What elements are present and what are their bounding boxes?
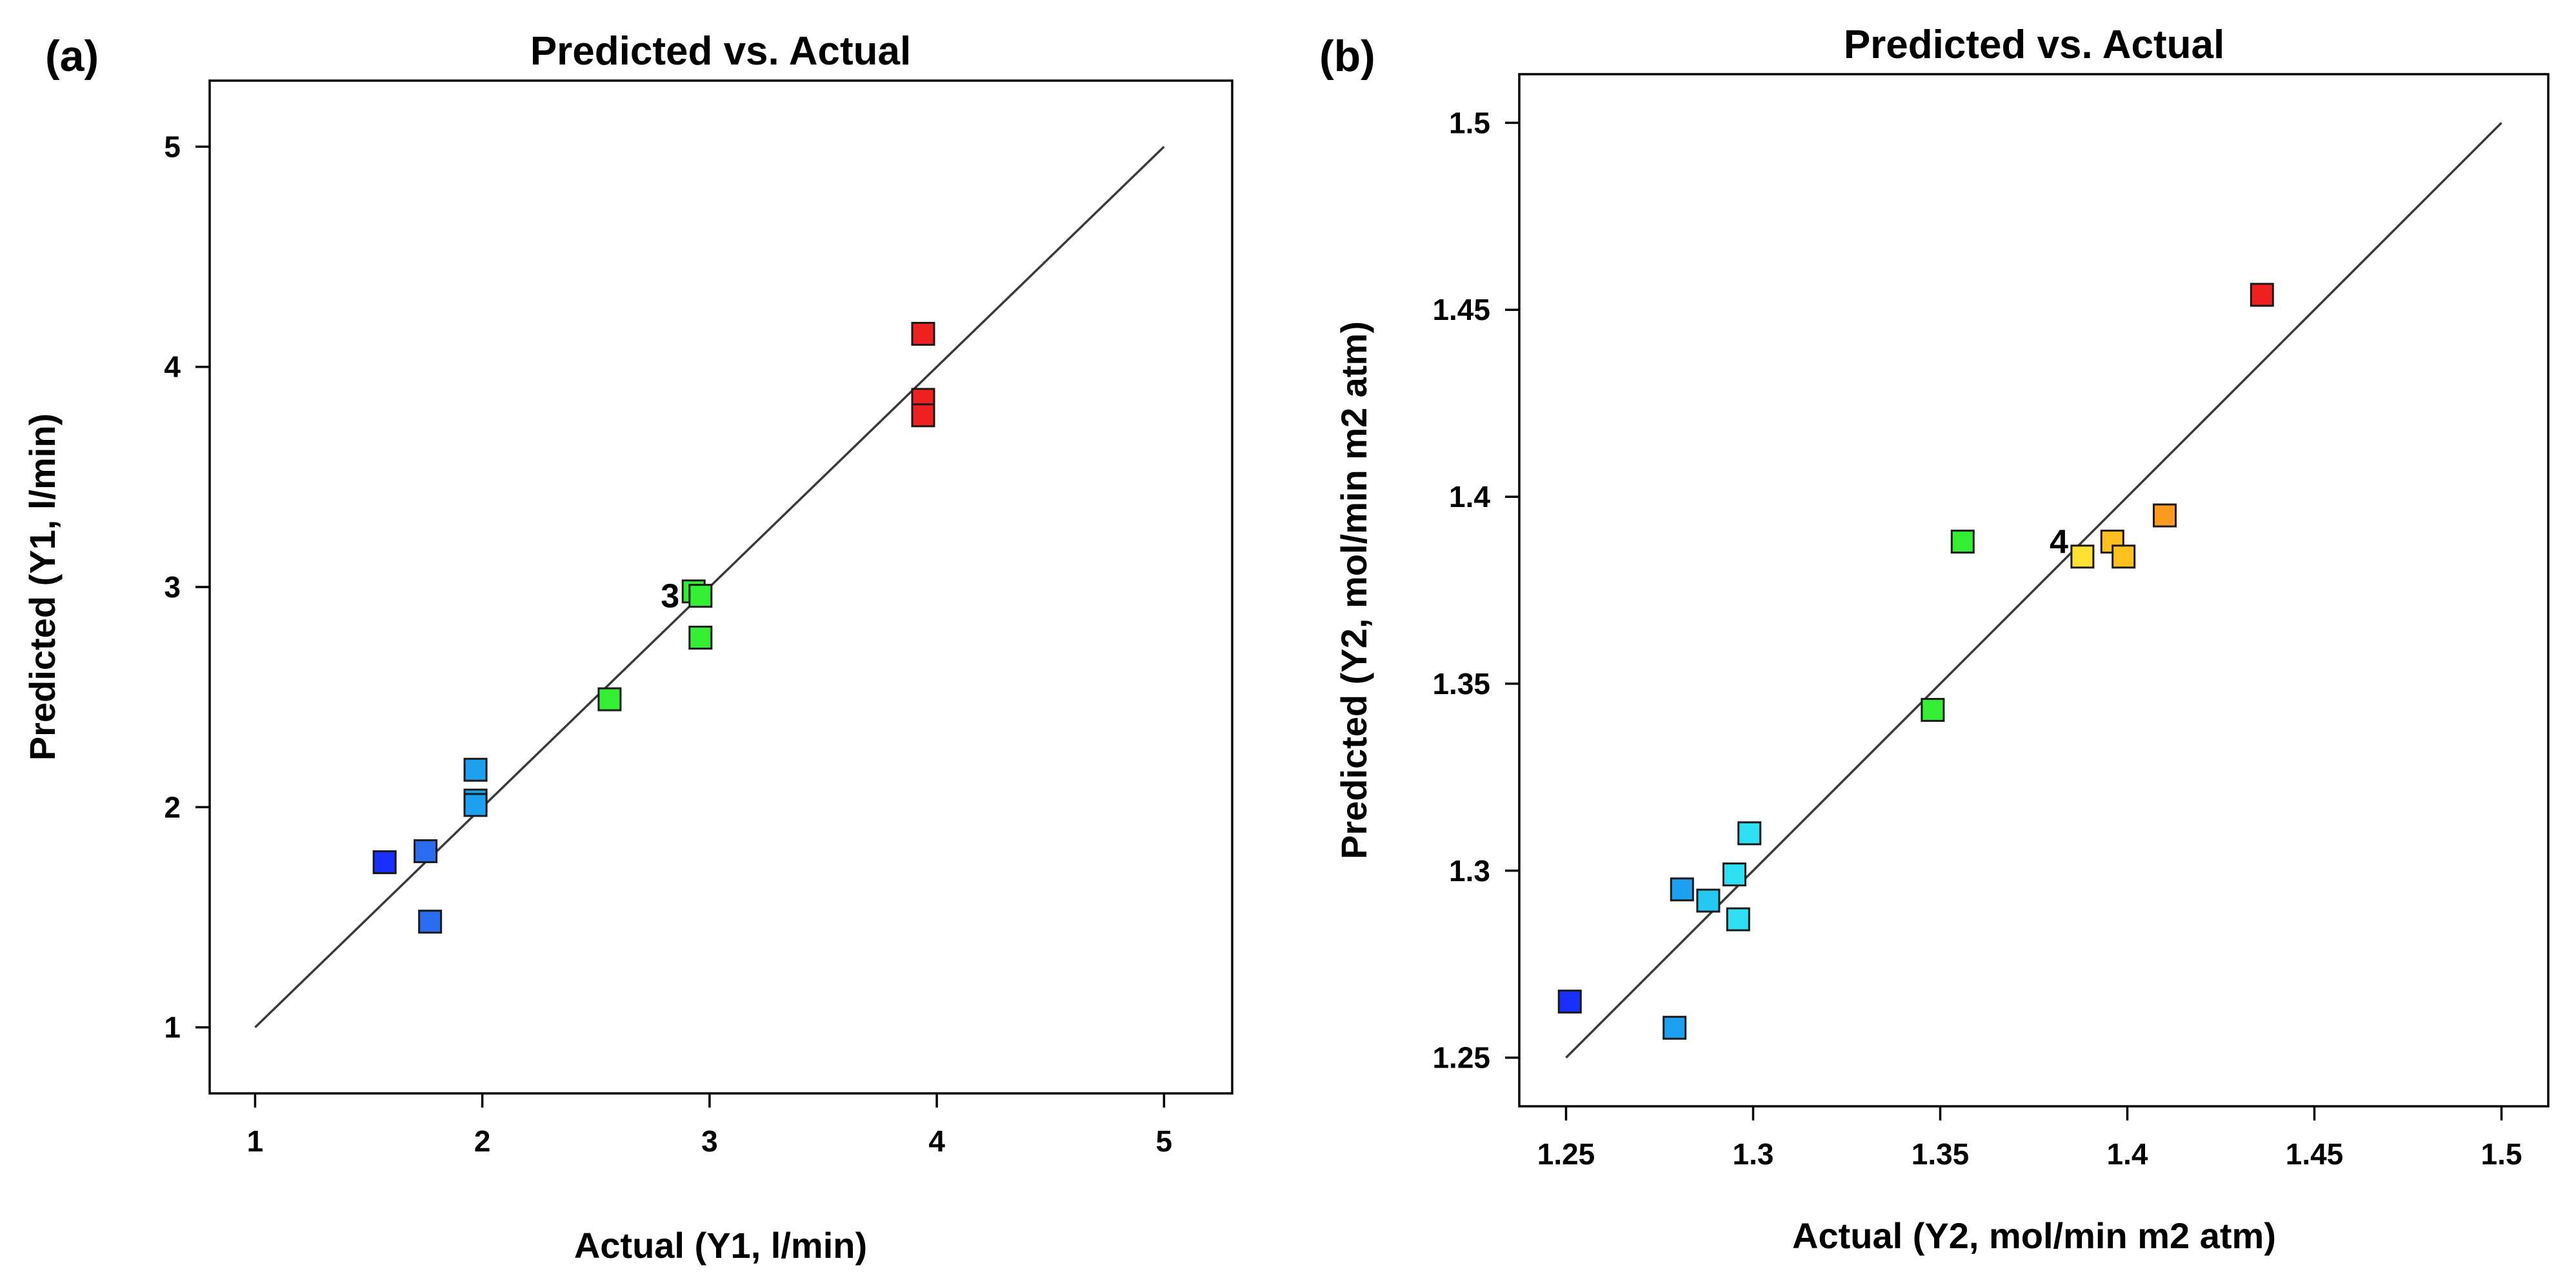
data-point <box>2250 283 2274 307</box>
data-point <box>1722 862 1746 887</box>
x-tick-label: 1.5 <box>2481 1137 2522 1171</box>
x-tick-label: 1 <box>247 1124 264 1158</box>
x-tick-label: 2 <box>474 1124 491 1158</box>
panel-b-reference-line <box>1565 122 2502 1059</box>
y-tick-label: 1.5 <box>1449 106 1490 139</box>
panel-a-title: Predicted vs. Actual <box>530 29 911 74</box>
panel-b-plot-frame <box>1518 73 2550 1108</box>
panel-a-x-axis: 1 2 3 4 5 <box>247 1093 1172 1158</box>
x-tick-label: 4 <box>928 1124 945 1158</box>
panel-a-points <box>372 322 935 934</box>
data-point <box>463 757 488 782</box>
panel-a-label: (a) <box>45 32 99 81</box>
data-point <box>911 403 935 428</box>
panel-b-label: (b) <box>1319 32 1375 81</box>
data-point <box>1950 530 1975 554</box>
data-point <box>372 850 397 875</box>
panel-b-point-count-label: 4 <box>2050 524 2068 561</box>
data-point <box>418 910 443 934</box>
panel-b-y-axis-label: Predicted (Y2, mol/min m2 atm) <box>1333 321 1374 859</box>
x-tick-label: 1.45 <box>2286 1137 2344 1171</box>
data-point <box>1737 821 1762 846</box>
x-tick-label: 1.4 <box>2107 1137 2148 1171</box>
data-point <box>2070 544 2095 569</box>
panel-b-y-axis: 1.25 1.3 1.35 1.4 1.45 1.5 <box>1432 106 1519 1075</box>
data-point <box>911 322 935 346</box>
data-point <box>1726 907 1750 931</box>
panel-b-points <box>1557 283 2274 1040</box>
data-point <box>688 626 713 650</box>
data-point <box>463 793 488 817</box>
x-tick-label: 1.3 <box>1733 1137 1774 1171</box>
data-point <box>414 839 438 864</box>
y-tick-label: 1.3 <box>1449 854 1490 888</box>
x-tick-label: 5 <box>1156 1124 1173 1158</box>
y-tick-label: 1.4 <box>1449 480 1490 513</box>
y-tick-label: 3 <box>164 570 181 604</box>
y-tick-label: 1.25 <box>1432 1041 1490 1075</box>
data-point <box>1557 990 1582 1014</box>
data-point <box>1662 1015 1687 1040</box>
panel-a-y-axis-label: Predicted (Y1, l/min) <box>22 413 63 761</box>
y-tick-label: 4 <box>164 350 181 384</box>
y-tick-label: 2 <box>164 790 181 824</box>
panel-b-x-axis: 1.25 1.3 1.35 1.4 1.45 1.5 <box>1537 1106 2522 1171</box>
data-point <box>2112 544 2136 569</box>
data-point <box>2153 503 2177 528</box>
data-point <box>1670 877 1694 902</box>
x-tick-label: 3 <box>701 1124 718 1158</box>
data-point <box>597 687 622 712</box>
y-tick-label: 1 <box>164 1011 181 1044</box>
x-tick-label: 1.35 <box>1912 1137 1970 1171</box>
x-tick-label: 1.25 <box>1537 1137 1595 1171</box>
panel-a-chart: (a) Predicted vs. Actual 1 2 3 4 5 1 2 3 4 5 3 A… <box>22 29 1233 1266</box>
panel-a-x-axis-label: Actual (Y1, l/min) <box>574 1225 867 1266</box>
data-point <box>688 584 713 608</box>
data-point <box>1696 888 1721 913</box>
panel-b-title: Predicted vs. Actual <box>1844 23 2224 67</box>
y-tick-label: 1.45 <box>1432 293 1490 326</box>
panel-b-chart: (b) Predicted vs. Actual 1.25 1.3 1.35 1.4 1… <box>1319 23 2550 1256</box>
panel-a-plot-frame <box>208 79 1233 1095</box>
y-tick-label: 5 <box>164 130 181 163</box>
panel-b-x-axis-label: Actual (Y2, mol/min m2 atm) <box>1792 1215 2276 1256</box>
panel-a-y-axis: 1 2 3 4 5 <box>164 130 210 1044</box>
data-point <box>1921 698 1945 722</box>
panel-a-point-count-label: 3 <box>661 578 679 615</box>
y-tick-label: 1.35 <box>1432 667 1490 701</box>
